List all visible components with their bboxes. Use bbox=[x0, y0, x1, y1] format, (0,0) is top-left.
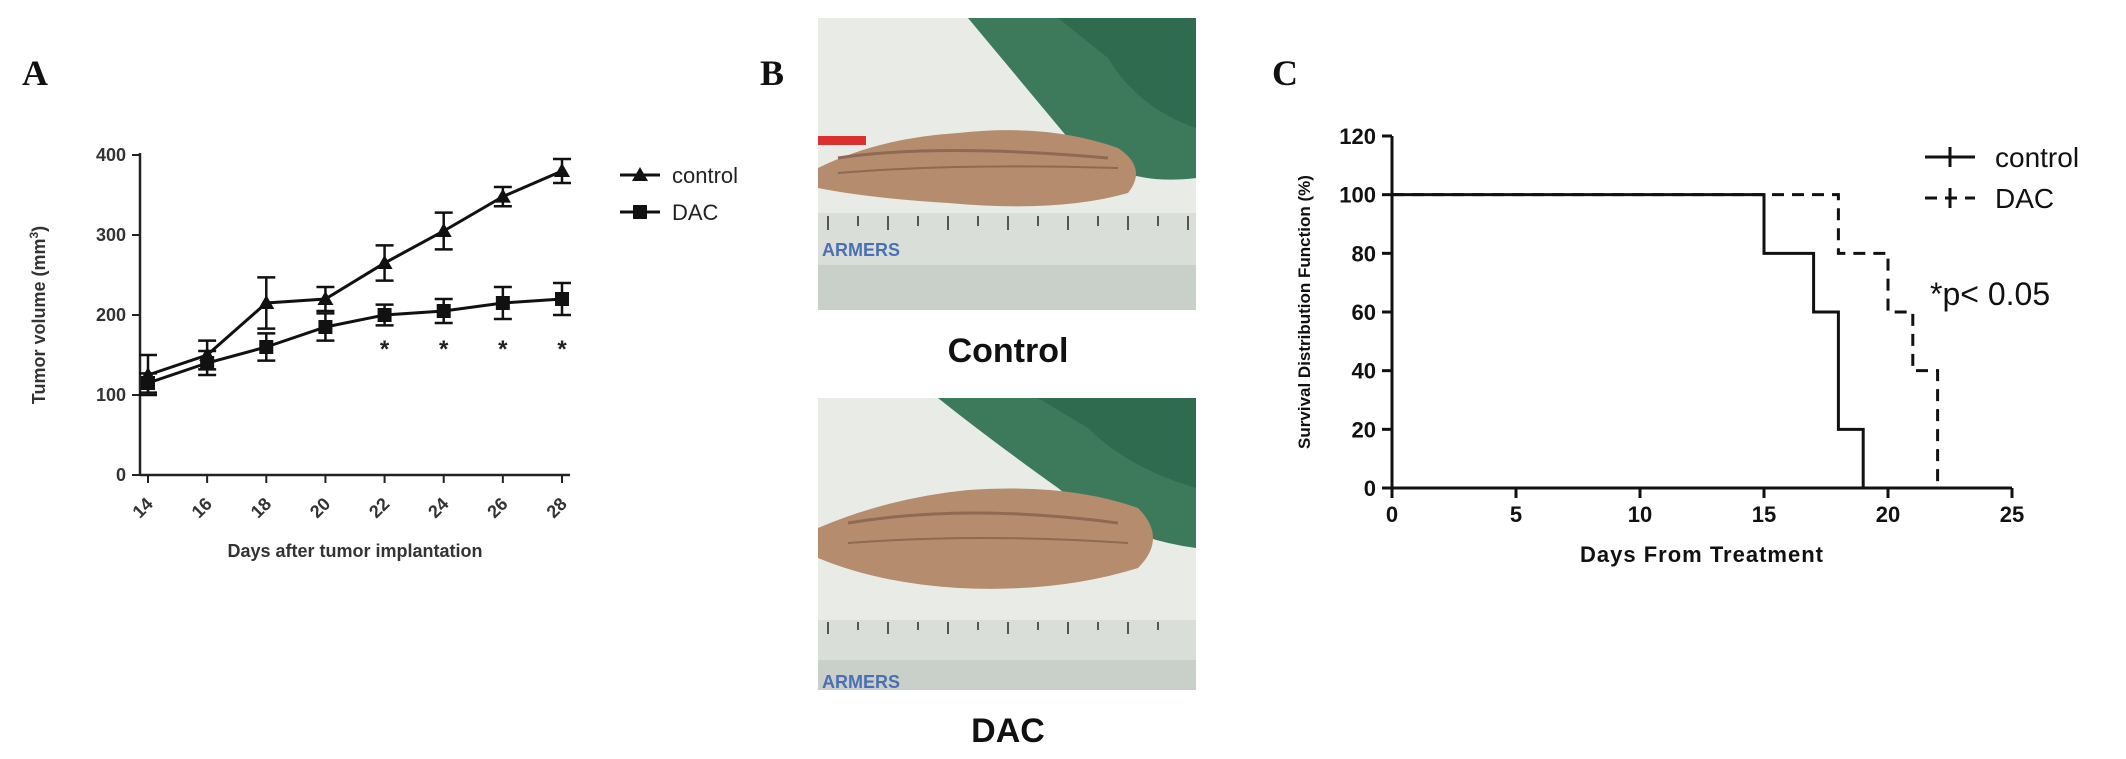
panel-label-b: B bbox=[760, 53, 785, 93]
series-line-dac bbox=[147, 297, 563, 385]
x-axis-label: Days From Treatment bbox=[1580, 542, 1824, 567]
data-point-square bbox=[141, 376, 155, 390]
data-point-triangle bbox=[554, 163, 570, 177]
y-tick-label: 300 bbox=[96, 225, 126, 245]
p-value-annotation: *p< 0.05 bbox=[1930, 276, 2050, 312]
data-point-square bbox=[555, 292, 569, 306]
significance-asterisk: * bbox=[498, 336, 508, 363]
y-axis-label: Tumor volume (mm3) bbox=[27, 226, 49, 404]
significance-asterisk: * bbox=[557, 336, 567, 363]
data-point-square bbox=[200, 356, 215, 370]
y-tick-label: 0 bbox=[116, 465, 126, 485]
data-point-square bbox=[436, 304, 451, 318]
y-axis-label: Survival Distribution Function (%) bbox=[1295, 175, 1314, 449]
data-point-triangle bbox=[494, 188, 511, 203]
data-point-square bbox=[259, 340, 274, 354]
x-tick-label: 15 bbox=[1752, 502, 1776, 527]
control-photo-caption: Control bbox=[947, 332, 1069, 370]
x-tick-label: 0 bbox=[1386, 502, 1398, 527]
y-tick-label: 120 bbox=[1339, 124, 1376, 149]
x-tick-label: 20 bbox=[1876, 502, 1900, 527]
x-tick-label: 25 bbox=[2000, 502, 2024, 527]
dac-photo-illustration: ARMERS bbox=[818, 398, 1196, 690]
x-tick-label: 10 bbox=[1628, 502, 1652, 527]
y-tick-label: 0 bbox=[1364, 476, 1376, 501]
y-tick-label: 100 bbox=[96, 385, 126, 405]
y-tick-label: 200 bbox=[96, 305, 126, 325]
significance-asterisk: * bbox=[439, 336, 449, 363]
legend-label: control bbox=[672, 163, 738, 188]
legend-marker-triangle bbox=[632, 167, 648, 181]
ruler-brand-text: ARMERS bbox=[822, 672, 900, 690]
data-point-triangle bbox=[317, 291, 334, 305]
survival-curve-control bbox=[1392, 193, 1865, 488]
control-mouse-photo: ARMERS bbox=[818, 18, 1196, 310]
y-tick-label: 80 bbox=[1352, 241, 1376, 266]
y-tick-label: 400 bbox=[96, 145, 126, 165]
dac-photo-caption: DAC bbox=[971, 712, 1045, 750]
y-tick-label: 40 bbox=[1352, 359, 1376, 384]
panel-label-a: A bbox=[22, 53, 48, 93]
data-point-triangle bbox=[435, 223, 452, 237]
control-photo-illustration: ARMERS bbox=[818, 18, 1196, 310]
legend-label: DAC bbox=[1995, 183, 2054, 214]
data-point-square bbox=[318, 320, 333, 334]
legend-label: DAC bbox=[672, 200, 719, 225]
panel-label-c: C bbox=[1272, 53, 1298, 93]
survival-chart: 0 20 40 60 80 100 120 0 5 10 15 20 25 Days From Treat… bbox=[1295, 124, 2079, 567]
survival-curve-dac bbox=[1392, 193, 1940, 488]
data-point-triangle bbox=[376, 255, 393, 269]
y-tick-label: 20 bbox=[1352, 417, 1376, 442]
series-line-control bbox=[147, 169, 563, 377]
y-tick-label: 100 bbox=[1339, 183, 1376, 208]
dac-mouse-photo: ARMERS bbox=[818, 398, 1196, 690]
x-tick-label: 5 bbox=[1510, 502, 1522, 527]
ruler-brand-text: ARMERS bbox=[822, 240, 900, 260]
y-tick-label: 60 bbox=[1352, 300, 1376, 325]
data-point-square bbox=[495, 296, 510, 310]
data-point-square bbox=[377, 308, 392, 322]
data-point-triangle bbox=[258, 295, 275, 309]
x-axis-label: Days after tumor implantation bbox=[227, 541, 482, 561]
legend-marker-square bbox=[633, 205, 647, 219]
legend-label: control bbox=[1995, 142, 2079, 173]
significance-asterisk: * bbox=[380, 336, 390, 363]
